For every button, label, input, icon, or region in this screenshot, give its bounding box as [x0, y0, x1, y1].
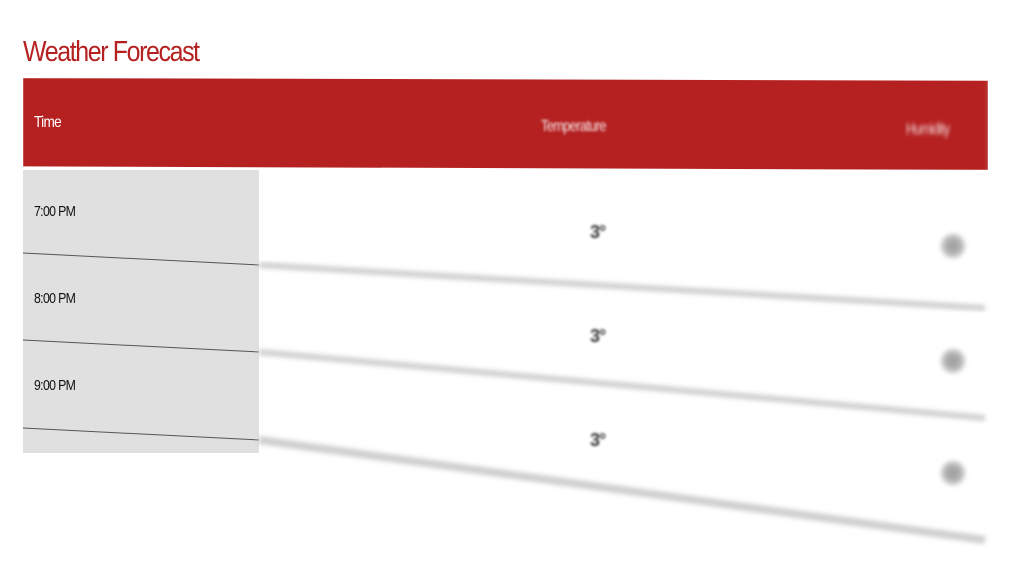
row-divider: [258, 436, 986, 544]
table-row-temperature: 3°: [590, 222, 606, 242]
column-header-humidity: Humidity: [906, 121, 950, 138]
column-header-time: Time: [34, 114, 62, 131]
row-divider: [258, 349, 986, 421]
table-row-time: 7:00 PM: [34, 203, 76, 220]
time-column-background: [23, 170, 259, 453]
table-row-temperature: 3°: [590, 430, 606, 450]
row-divider: [258, 262, 986, 311]
humidity-icon: [940, 233, 966, 259]
table-row-temperature: 3°: [590, 326, 606, 346]
table-row-time: 9:00 PM: [34, 377, 76, 394]
row-divider: [22, 339, 260, 353]
row-divider: [22, 252, 260, 266]
humidity-icon: [940, 348, 966, 374]
table-row-time: 8:00 PM: [34, 290, 76, 307]
page-title: Weather Forecast: [23, 36, 200, 68]
table-header: [23, 78, 988, 170]
row-divider: [22, 427, 260, 441]
humidity-icon: [940, 460, 966, 486]
column-header-temperature: Temperature: [541, 118, 606, 135]
